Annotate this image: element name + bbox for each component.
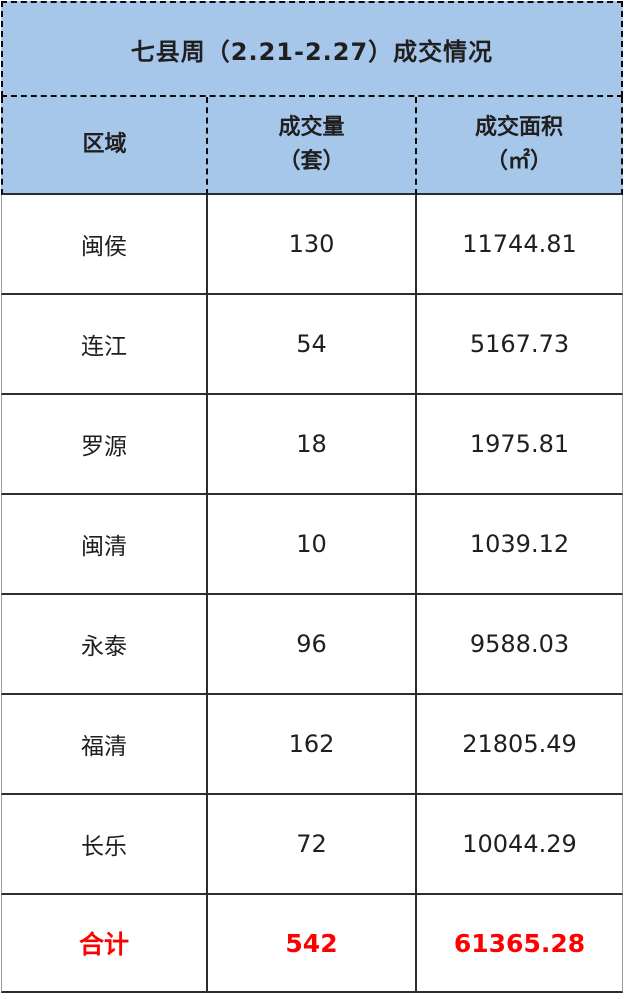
table-row-region: 闽清: [1, 495, 208, 595]
table-row-volume: 18: [208, 395, 417, 495]
total-row-label: 合计: [1, 895, 208, 993]
table-row-region: 福清: [1, 695, 208, 795]
table-row-volume: 54: [208, 295, 417, 395]
table-title: 七县周（2.21-2.27）成交情况: [1, 1, 623, 97]
table-row-volume: 10: [208, 495, 417, 595]
table-row-region: 长乐: [1, 795, 208, 895]
table-row-region: 永泰: [1, 595, 208, 695]
table-row-area: 9588.03: [417, 595, 623, 695]
table-row-region: 连江: [1, 295, 208, 395]
col-header-volume: 成交量 （套）: [208, 97, 417, 195]
table-row-region: 罗源: [1, 395, 208, 495]
col-header-volume-unit: （套）: [278, 149, 345, 174]
table-row-area: 1039.12: [417, 495, 623, 595]
table-row-area: 11744.81: [417, 195, 623, 295]
col-header-area-label: 成交面积: [474, 114, 563, 140]
col-header-area: 成交面积 （㎡）: [417, 97, 623, 195]
table-row-volume: 130: [208, 195, 417, 295]
col-header-region: 区域: [1, 97, 208, 195]
total-row-volume: 542: [208, 895, 417, 993]
table-row-volume: 96: [208, 595, 417, 695]
total-row-area: 61365.28: [417, 895, 623, 993]
table-row-area: 10044.29: [417, 795, 623, 895]
col-header-area-unit: （㎡）: [485, 149, 552, 174]
table-row-area: 5167.73: [417, 295, 623, 395]
table-row-area: 21805.49: [417, 695, 623, 795]
col-header-volume-label: 成交量: [278, 114, 345, 140]
table-row-volume: 162: [208, 695, 417, 795]
table-row-region: 闽侯: [1, 195, 208, 295]
table-row-area: 1975.81: [417, 395, 623, 495]
table-row-volume: 72: [208, 795, 417, 895]
